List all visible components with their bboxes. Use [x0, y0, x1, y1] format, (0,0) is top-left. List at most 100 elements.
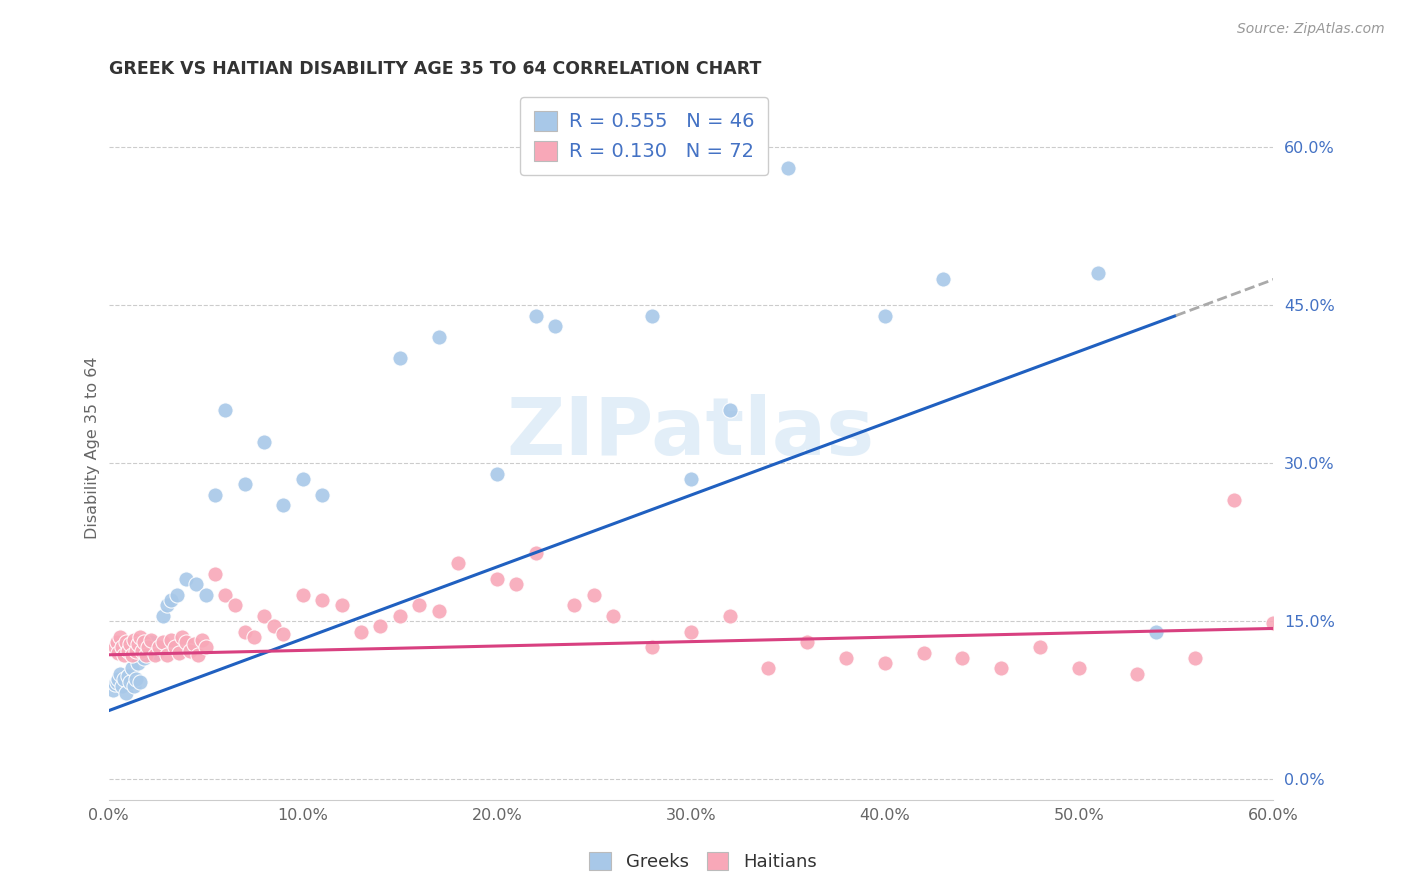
Point	[127, 637, 149, 651]
Point	[141, 633, 163, 648]
Point	[505, 577, 527, 591]
Point	[602, 608, 624, 623]
Point	[143, 648, 166, 662]
Point	[128, 675, 150, 690]
Point	[148, 640, 170, 655]
Point	[718, 608, 741, 623]
Point	[330, 599, 353, 613]
Point	[273, 498, 295, 512]
Point	[273, 626, 295, 640]
Point	[105, 635, 128, 649]
Point	[183, 637, 205, 651]
Point	[873, 309, 896, 323]
Point	[873, 657, 896, 671]
Point	[1067, 661, 1090, 675]
Point	[427, 329, 450, 343]
Point	[311, 593, 333, 607]
Point	[291, 588, 314, 602]
Point	[524, 309, 547, 323]
Point	[1126, 666, 1149, 681]
Point	[107, 646, 129, 660]
Point	[253, 608, 276, 623]
Point	[176, 572, 198, 586]
Point	[912, 646, 935, 660]
Point	[111, 679, 134, 693]
Point	[112, 648, 135, 662]
Point	[204, 566, 226, 581]
Point	[641, 640, 664, 655]
Point	[122, 633, 145, 648]
Point	[253, 435, 276, 450]
Point	[350, 624, 373, 639]
Point	[132, 635, 155, 649]
Point	[127, 657, 149, 671]
Point	[176, 635, 198, 649]
Point	[121, 661, 143, 675]
Point	[111, 640, 134, 655]
Point	[796, 635, 818, 649]
Point	[194, 588, 217, 602]
Point	[136, 640, 159, 655]
Legend: R = 0.555   N = 46, R = 0.130   N = 72: R = 0.555 N = 46, R = 0.130 N = 72	[520, 97, 768, 175]
Point	[115, 635, 138, 649]
Point	[105, 675, 128, 690]
Point	[112, 672, 135, 686]
Point	[172, 630, 194, 644]
Point	[1223, 492, 1246, 507]
Point	[485, 467, 508, 481]
Point	[184, 577, 207, 591]
Point	[115, 686, 138, 700]
Point	[104, 677, 127, 691]
Point	[117, 669, 139, 683]
Point	[718, 403, 741, 417]
Point	[117, 643, 139, 657]
Point	[194, 640, 217, 655]
Point	[679, 472, 702, 486]
Text: ZIPatlas: ZIPatlas	[506, 394, 875, 472]
Point	[141, 635, 163, 649]
Point	[641, 309, 664, 323]
Point	[776, 161, 799, 176]
Point	[1144, 624, 1167, 639]
Point	[932, 272, 955, 286]
Point	[146, 646, 169, 660]
Point	[125, 672, 148, 686]
Point	[485, 572, 508, 586]
Point	[243, 630, 266, 644]
Point	[160, 593, 183, 607]
Point	[427, 603, 450, 617]
Point	[166, 588, 188, 602]
Point	[110, 666, 132, 681]
Point	[291, 472, 314, 486]
Legend: Greeks, Haitians: Greeks, Haitians	[582, 845, 824, 879]
Point	[156, 599, 179, 613]
Point	[191, 633, 214, 648]
Point	[835, 651, 858, 665]
Point	[311, 488, 333, 502]
Point	[990, 661, 1012, 675]
Point	[121, 648, 143, 662]
Point	[233, 477, 256, 491]
Point	[582, 588, 605, 602]
Point	[388, 608, 411, 623]
Point	[224, 599, 246, 613]
Point	[233, 624, 256, 639]
Point	[447, 556, 470, 570]
Point	[156, 648, 179, 662]
Point	[388, 351, 411, 365]
Point	[125, 643, 148, 657]
Point	[120, 675, 142, 690]
Point	[408, 599, 430, 613]
Point	[544, 319, 567, 334]
Point	[204, 488, 226, 502]
Point	[132, 651, 155, 665]
Point	[187, 648, 209, 662]
Text: GREEK VS HAITIAN DISABILITY AGE 35 TO 64 CORRELATION CHART: GREEK VS HAITIAN DISABILITY AGE 35 TO 64…	[108, 60, 761, 78]
Point	[524, 546, 547, 560]
Point	[107, 672, 129, 686]
Point	[1087, 267, 1109, 281]
Point	[679, 624, 702, 639]
Y-axis label: Disability Age 35 to 64: Disability Age 35 to 64	[86, 356, 100, 539]
Point	[104, 640, 127, 655]
Point	[135, 648, 157, 662]
